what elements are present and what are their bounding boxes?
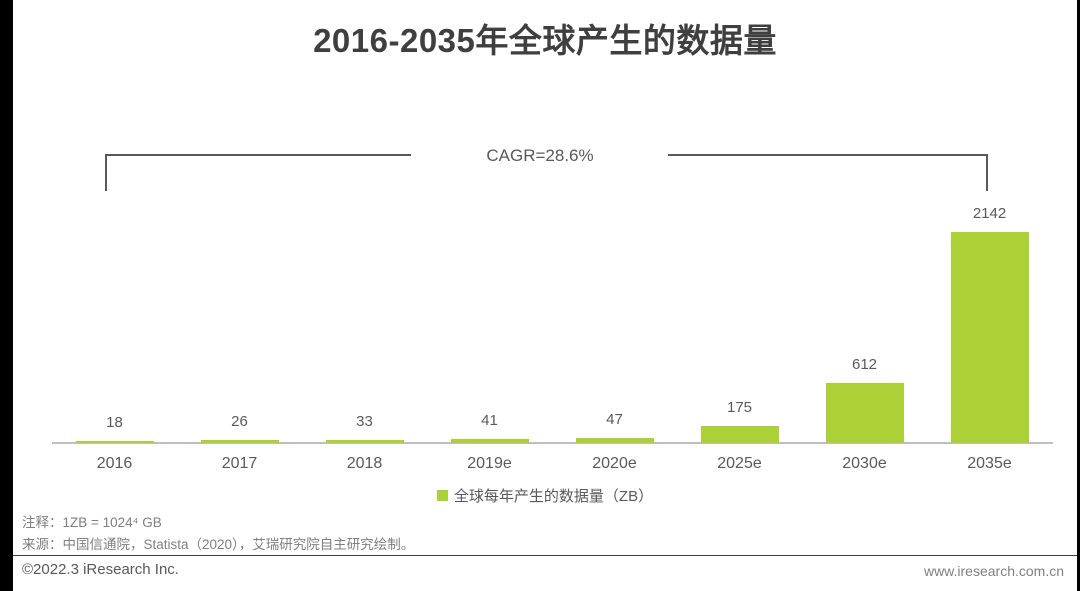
cagr-bracket-right-drop (986, 154, 988, 191)
bar-value-label: 26 (231, 413, 248, 431)
bar-value-label: 2142 (972, 205, 1007, 222)
bar-value-label: 47 (606, 411, 623, 429)
chart-title: 2016-2035年全球产生的数据量 (313, 22, 777, 59)
bar-2016 (75, 440, 154, 443)
footer-copyright: ©2022.3 iResearch Inc. (22, 561, 179, 578)
legend-label: 全球每年产生的数据量（ZB） (453, 488, 654, 505)
x-axis-tick-label: 2016 (96, 455, 133, 472)
left-black-border (0, 0, 13, 591)
cagr-annotation: CAGR=28.6% (486, 146, 594, 165)
bar-value-label: 33 (356, 412, 373, 430)
x-axis-tick-label: 2030e (842, 455, 887, 472)
footer-divider (13, 555, 1077, 556)
legend-swatch-icon (436, 490, 448, 501)
x-axis-baseline (52, 442, 1053, 444)
bar-2019e (450, 438, 529, 443)
cagr-bracket-right-segment (668, 154, 988, 156)
bar-2018 (325, 439, 404, 443)
bar-value-label: 18 (106, 413, 123, 431)
x-axis-tick-label: 2025e (717, 455, 762, 472)
bar-2035e (950, 232, 1029, 443)
x-axis-tick-label: 2019e (467, 455, 512, 472)
bar-value-label: 612 (851, 355, 878, 373)
x-axis-tick-label: 2017 (221, 455, 258, 472)
x-axis-tick-label: 2035e (967, 455, 1012, 472)
x-axis-tick-label: 2020e (592, 455, 637, 472)
bar-2030e (825, 382, 904, 443)
footer-website-url: www.iresearch.com.cn (923, 563, 1064, 579)
right-black-border (1077, 0, 1080, 591)
bar-2020e (575, 438, 654, 443)
x-axis-tick-label: 2018 (346, 455, 383, 472)
chart-legend: 全球每年产生的数据量（ZB） (13, 485, 1077, 506)
cagr-bracket-left-segment (105, 154, 411, 156)
source-text: 来源：中国信通院，Statista（2020），艾瑞研究院自主研究绘制。 (22, 537, 415, 552)
note-text: 注释：1ZB = 1024⁴ GB (22, 515, 162, 530)
cagr-bracket-left-drop (105, 154, 107, 191)
bar-value-label: 41 (481, 411, 498, 429)
bar-value-label: 175 (726, 398, 753, 416)
bar-2017 (200, 440, 279, 443)
bar-2025e (700, 425, 779, 443)
